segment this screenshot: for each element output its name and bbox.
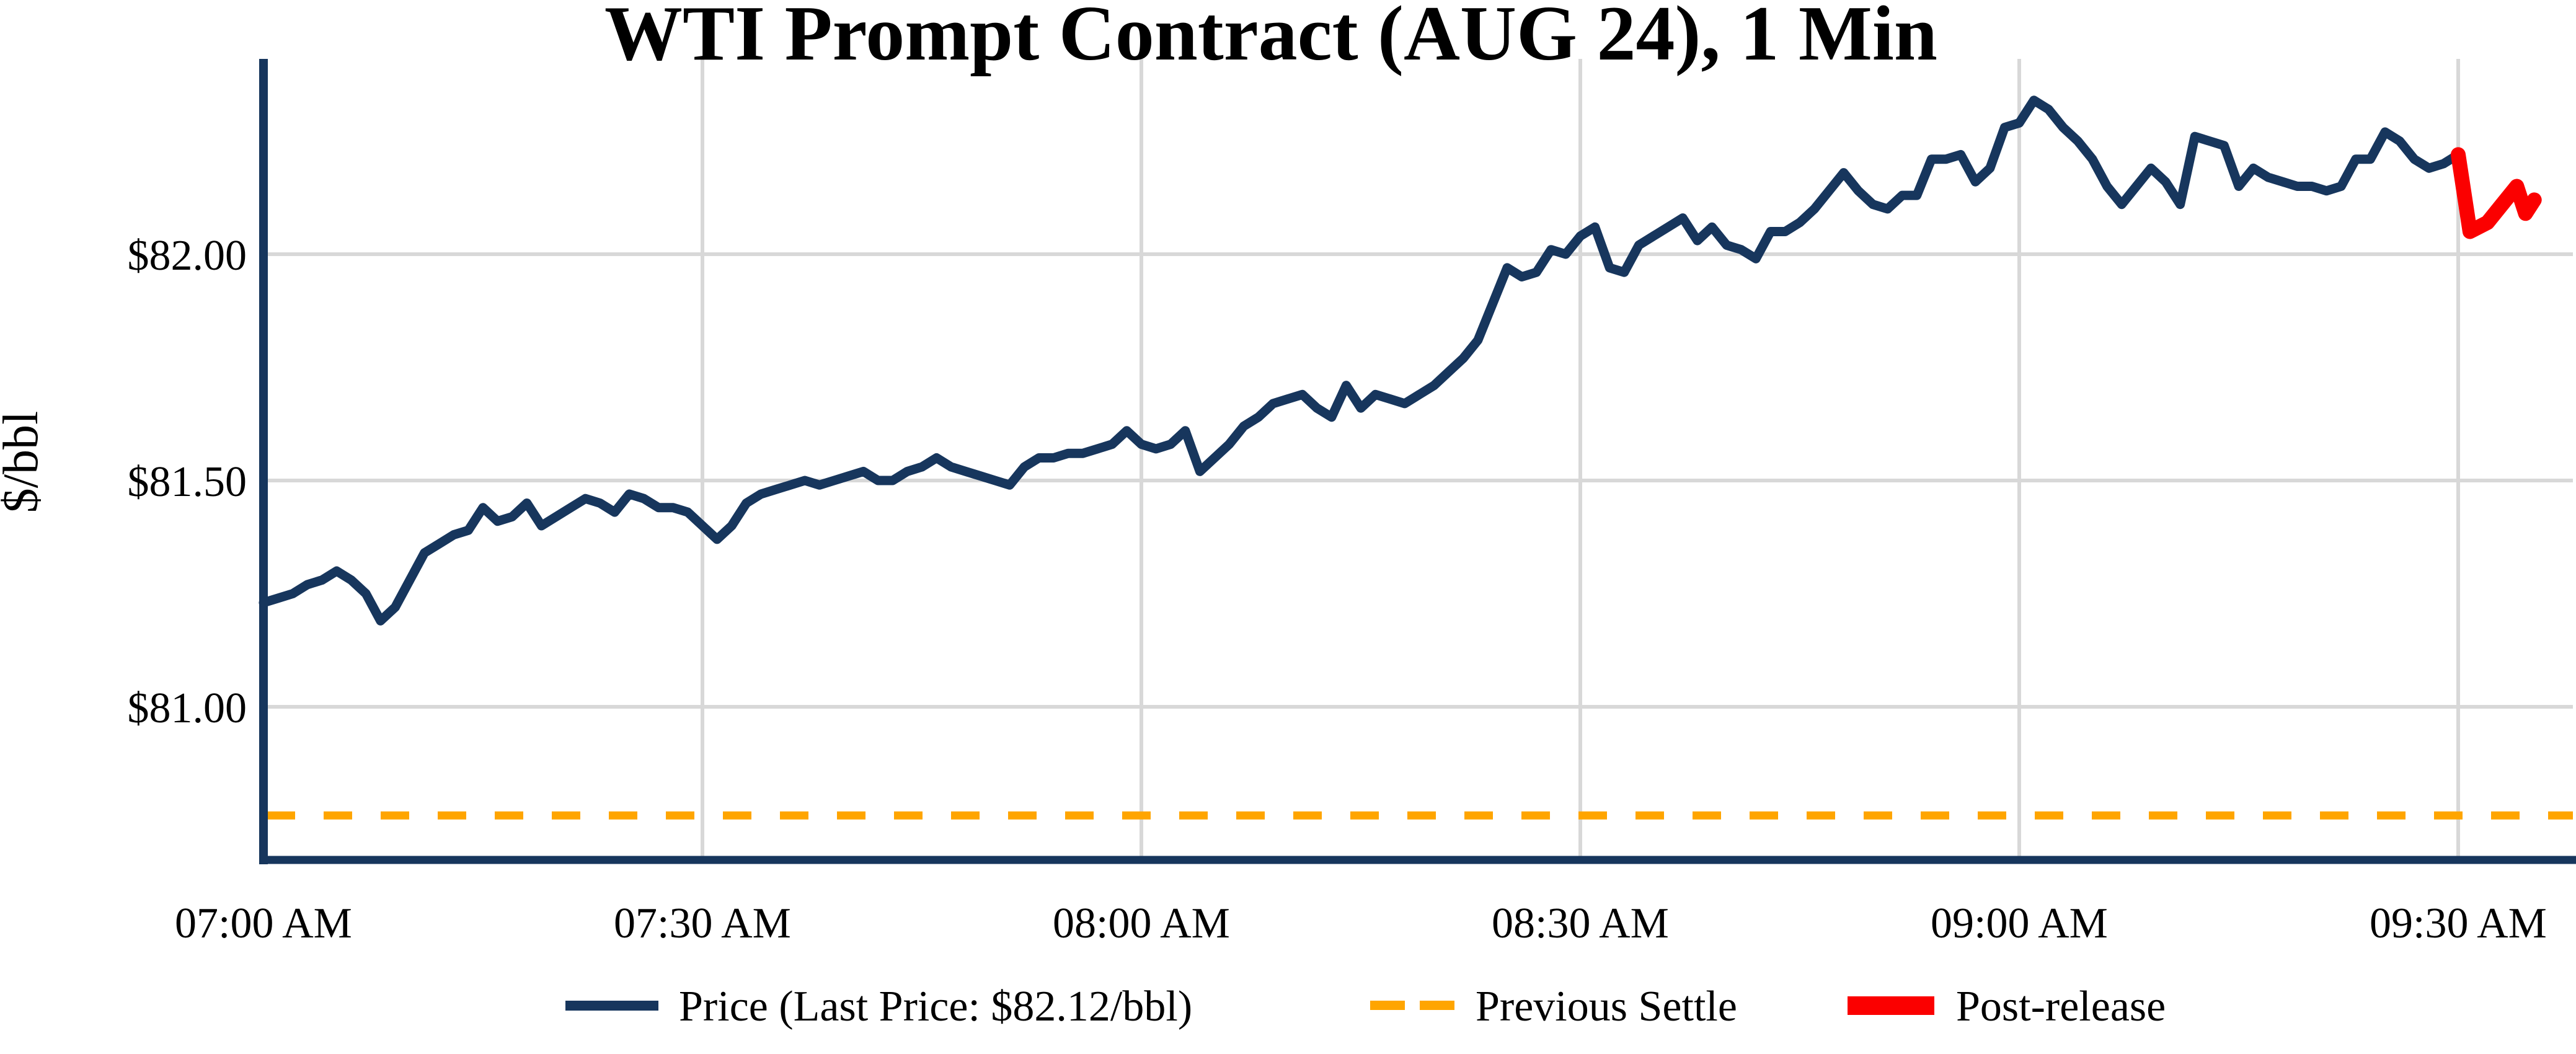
x-tick-label: 08:30 AM — [1492, 900, 1669, 947]
post-release-line — [2451, 147, 2542, 239]
x-tick-label: 09:00 AM — [1931, 900, 2108, 947]
y-tick-label: $82.00 — [128, 232, 247, 280]
legend-settle-label: Previous Settle — [1476, 983, 1737, 1030]
legend-post-label: Post-release — [1956, 983, 2166, 1030]
x-tick-label: 09:30 AM — [2370, 900, 2547, 947]
settle-line-swatch — [1370, 1001, 1405, 1010]
settle-line-swatch — [1420, 1001, 1454, 1010]
post-release-swatch — [1848, 996, 1934, 1015]
x-tick-label: 07:00 AM — [175, 900, 352, 947]
legend: Price (Last Price: $82.12/bbl) Previous … — [565, 983, 2166, 1030]
x-tick-label: 08:00 AM — [1053, 900, 1230, 947]
y-tick-label: $81.00 — [128, 684, 247, 732]
chart-title: WTI Prompt Contract (AUG 24), 1 Min — [604, 0, 1937, 77]
x-tick-labels: 07:00 AM 07:30 AM 08:00 AM 08:30 AM 09:00 AM… — [175, 900, 2547, 947]
legend-price-label: Price (Last Price: $82.12/bbl) — [679, 983, 1192, 1030]
x-tick-label: 07:30 AM — [614, 900, 791, 947]
y-tick-labels: $82.00 $81.50 $81.00 — [128, 232, 247, 732]
price-line — [259, 95, 2463, 626]
gridlines — [263, 59, 2573, 856]
y-tick-label: $81.50 — [128, 458, 247, 506]
y-axis-label: $/bbl — [0, 411, 48, 513]
